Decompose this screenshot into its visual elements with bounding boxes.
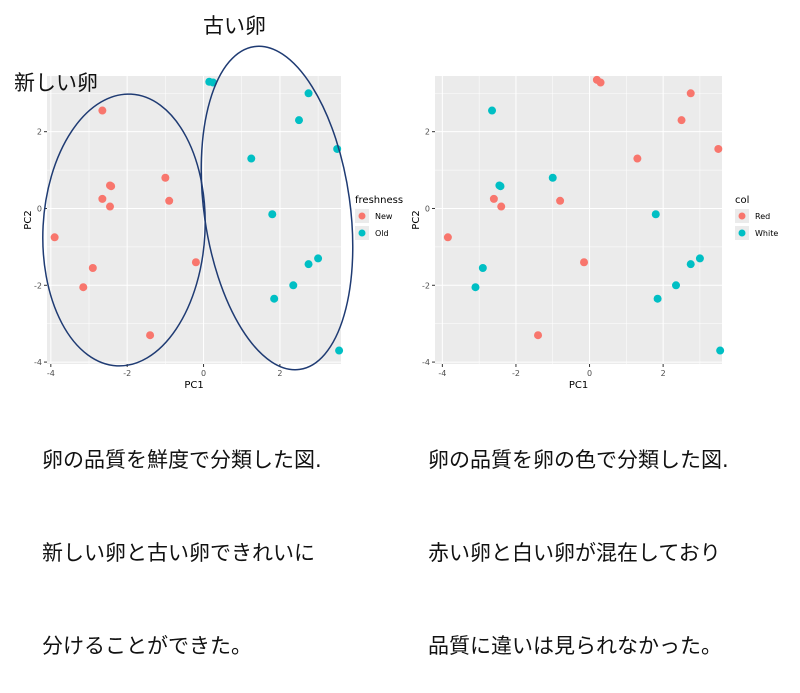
group-ellipse-1	[42, 93, 206, 367]
plot-panel	[47, 76, 341, 364]
data-point-white	[471, 283, 480, 292]
y-tick-label: -4	[34, 358, 42, 367]
x-tick-label: 0	[587, 369, 592, 378]
data-point-old	[289, 281, 298, 290]
x-axis-title: PC1	[184, 380, 203, 391]
y-tick-label: 0	[425, 204, 430, 213]
data-point-new	[98, 106, 107, 115]
caption-left: 卵の品質を鮮度で分類した図. 新しい卵と古い卵できれいに 分けることができた。	[42, 383, 322, 693]
y-tick-label: -2	[34, 281, 42, 290]
data-point-old	[270, 294, 279, 303]
data-point-white	[695, 254, 704, 263]
legend-label-old: Old	[375, 229, 389, 238]
x-tick-label: -4	[47, 369, 55, 378]
caption-right: 卵の品質を卵の色で分類した図. 赤い卵と白い卵が混在しており 品質に違いは見られ…	[428, 383, 729, 693]
legend-key-old	[358, 229, 366, 237]
data-point-red	[596, 78, 605, 87]
legend-title: freshness	[355, 195, 403, 206]
data-point-red	[556, 196, 565, 205]
data-point-white	[653, 294, 662, 303]
caption-left-line-2: 新しい卵と古い卵できれいに	[42, 541, 315, 565]
data-point-old	[304, 260, 313, 269]
data-point-new	[146, 331, 155, 340]
x-tick-label: 2	[661, 369, 666, 378]
data-point-new	[79, 283, 88, 292]
data-point-red	[443, 233, 452, 242]
caption-right-line-3: 品質に違いは見られなかった。	[428, 634, 722, 658]
data-point-white	[686, 260, 695, 269]
x-axis-title: PC1	[569, 380, 588, 391]
legend-key-new	[358, 212, 366, 220]
data-point-white	[488, 106, 497, 115]
caption-left-line-3: 分けることができた。	[42, 634, 252, 658]
data-point-new	[107, 182, 116, 191]
x-tick-label: 0	[201, 369, 206, 378]
legend: freshness New Old	[355, 195, 403, 240]
y-tick-label: -2	[422, 281, 430, 290]
data-point-old	[335, 346, 344, 355]
group-label-2: 古い卵	[203, 14, 266, 38]
data-point-red	[714, 144, 723, 153]
data-point-red	[497, 202, 506, 211]
caption-right-line-1: 卵の品質を卵の色で分類した図.	[428, 448, 729, 472]
data-point-red	[534, 331, 543, 340]
data-point-red	[580, 258, 589, 267]
data-point-red	[633, 154, 642, 163]
y-tick-label: -4	[422, 358, 430, 367]
data-point-red	[686, 89, 695, 98]
data-point-new	[88, 264, 97, 272]
data-point-new	[98, 194, 107, 203]
data-point-white	[716, 346, 725, 355]
figure-canvas: -4 -2 0 2 -4 -2 0 2 PC1 PC2 freshness New Old 新しい卵 古い卵…	[14, 14, 778, 391]
x-tick-label: -2	[512, 369, 520, 378]
y-tick-label: 2	[37, 128, 42, 137]
data-point-new	[165, 196, 174, 205]
y-axis-title: PC2	[23, 210, 34, 229]
data-point-new	[106, 202, 114, 211]
data-point-old	[268, 210, 277, 219]
caption-right-line-2: 赤い卵と白い卵が混在しており	[428, 541, 721, 565]
y-tick-label: 0	[37, 204, 42, 213]
group-ellipse-2	[200, 45, 354, 371]
data-point-white	[548, 173, 557, 182]
plot-panel	[435, 76, 722, 364]
data-point-new	[191, 258, 200, 267]
legend-key-white	[738, 229, 746, 237]
x-tick-label: -2	[123, 369, 131, 378]
legend-key-red	[738, 212, 746, 220]
group-label-1: 新しい卵	[14, 71, 98, 95]
data-point-white	[478, 264, 487, 272]
legend-label-red: Red	[755, 212, 770, 221]
caption-left-line-1: 卵の品質を鮮度で分類した図.	[42, 448, 322, 472]
legend: col Red White	[735, 195, 778, 240]
data-point-new	[161, 173, 170, 182]
legend-label-white: White	[755, 229, 778, 238]
data-point-white	[651, 210, 660, 219]
data-point-white	[672, 281, 681, 290]
data-point-red	[677, 116, 686, 125]
data-point-white	[496, 182, 505, 191]
chart-1: -4 -2 0 2 -4 -2 0 2 PC1 PC2 freshness New Old 新しい卵 古い卵	[14, 14, 403, 391]
x-tick-label: 2	[277, 369, 282, 378]
x-tick-label: -4	[438, 369, 446, 378]
data-point-old	[304, 89, 313, 98]
y-axis-title: PC2	[411, 210, 422, 229]
data-point-new	[50, 233, 59, 242]
y-tick-label: 2	[425, 128, 430, 137]
chart-2: -4 -2 0 2 -4 -2 0 2 PC1 PC2 col Red White	[411, 75, 778, 391]
data-point-old	[295, 116, 303, 125]
data-point-red	[489, 194, 498, 203]
legend-label-new: New	[375, 212, 393, 221]
data-point-old	[314, 254, 323, 263]
data-point-old	[247, 154, 256, 163]
legend-title: col	[735, 195, 749, 206]
